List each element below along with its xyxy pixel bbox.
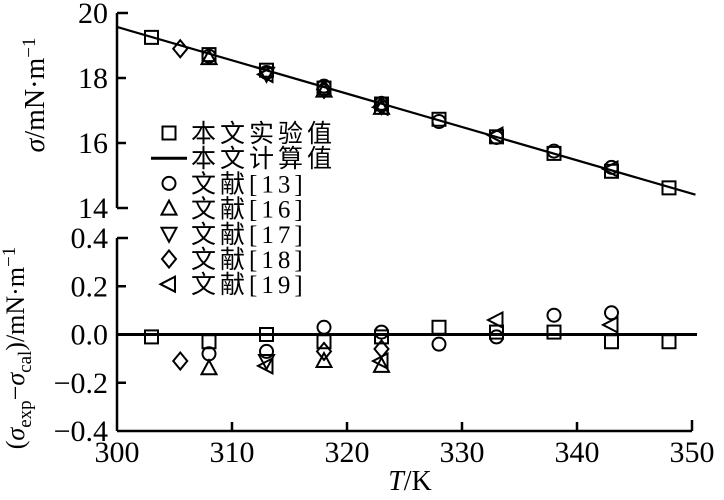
data-point-square [144,29,159,45]
legend-item-triangle-down: 文献[17] [159,221,307,249]
residual-point-square [604,334,619,350]
residual-point-square [374,329,389,345]
data-point-circle [431,114,447,130]
data-point-triangle-down [257,66,276,84]
residual-point-square [259,327,274,342]
x-tick-label: 340 [555,436,600,469]
series-triangle-left [255,65,619,179]
legend-item-line: 本文计算值 [151,145,336,173]
legend-triangle-down-icon [159,226,179,244]
residual-point-square [661,334,677,350]
legend-item-diamond: 文献[18] [160,246,307,274]
legend-label: 文献[16] [191,196,307,224]
residual-series-triangle-down [257,354,276,372]
data-point-diamond [373,95,390,116]
residual-series-circle [201,305,619,362]
bottom-y-tick-label: −0.4 [54,415,108,448]
x-tick-label: 350 [670,436,715,469]
legend-label: 文献[13] [191,170,307,198]
residual-point-square [316,334,332,350]
residual-point-triangle-down [257,354,276,372]
residual-point-circle [259,343,274,359]
series-diamond [171,38,390,116]
series-triangle-down [257,66,276,84]
residual-point-square [201,334,217,350]
residual-point-triangle-left [485,310,504,330]
legend-triangle-left-icon [158,275,176,294]
legend-label: 本文实验值 [191,120,336,148]
data-point-diamond [315,79,333,100]
data-point-triangle-left [370,98,389,117]
legend-item-square: 本文实验值 [161,120,336,148]
x-tick-label: 330 [440,436,485,469]
residual-point-diamond [171,350,189,372]
x-tick-label: 310 [210,436,255,469]
bottom-y-axis-title: (σexp−σcal)/mN·m−1 [0,247,36,450]
legend-circle-icon [161,175,177,191]
residual-point-circle [546,307,562,323]
residual-series-triangle-left [255,310,619,376]
legend-label: 本文计算值 [191,145,336,173]
legend-diamond-icon [160,248,178,270]
residual-point-circle [374,324,389,340]
residual-point-square [144,329,159,345]
x-tick-label: 320 [325,436,370,469]
residual-point-triangle-up [314,350,334,369]
bottom-y-tick-label: 0.2 [71,270,109,303]
legend-square-icon [161,125,177,141]
residual-point-square [489,324,504,340]
top-y-tick-label: 14 [78,192,108,225]
data-point-triangle-left [600,159,619,179]
legend-label: 文献[18] [191,246,307,274]
data-point-triangle-left [485,126,504,145]
residual-point-circle [316,319,332,335]
top-y-tick-label: 18 [78,62,108,95]
residual-series-square [144,319,677,350]
residual-point-circle [489,329,504,345]
data-point-diamond [171,38,189,59]
legend-item-triangle-up: 文献[16] [159,196,307,224]
data-point-triangle-left [255,65,274,84]
bottom-y-tick-label: 0.0 [71,319,109,352]
legend-label: 文献[17] [191,221,307,249]
residual-point-triangle-up [372,355,391,373]
x-tick-label: 300 [95,436,140,469]
residual-point-diamond [315,341,333,362]
legend-item-circle: 文献[13] [161,170,307,198]
bottom-y-tick-label: 0.4 [71,222,109,255]
top-y-axis-title: σ/mN·m−1 [19,38,51,153]
x-axis-title: T/K [388,466,432,497]
data-point-square [661,180,677,196]
residual-point-triangle-up [199,358,219,376]
data-point-triangle-up [199,48,219,66]
residual-point-triangle-left [370,351,389,371]
legend-triangle-up-icon [159,198,179,216]
residual-point-circle [431,336,447,352]
residual-point-circle [604,305,619,321]
legend-item-triangle-left: 文献[19] [158,271,307,299]
residual-point-triangle-left [255,356,274,376]
residual-point-square [431,319,447,335]
top-y-tick-label: 20 [78,0,108,30]
data-point-circle [546,143,562,159]
residual-series-triangle-up [199,350,391,376]
bottom-y-tick-label: −0.2 [54,367,108,400]
top-y-tick-label: 16 [78,127,108,160]
calculated-line [116,25,696,196]
legend-label: 文献[19] [191,271,307,299]
residual-point-triangle-left [600,315,619,334]
top-panel: 20 18 16 14 σ/mN·m−1 [19,0,696,225]
residual-point-square [546,324,562,340]
